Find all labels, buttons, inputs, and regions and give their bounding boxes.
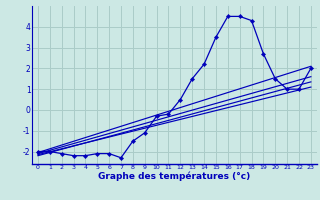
X-axis label: Graphe des températures (°c): Graphe des températures (°c) xyxy=(98,171,251,181)
